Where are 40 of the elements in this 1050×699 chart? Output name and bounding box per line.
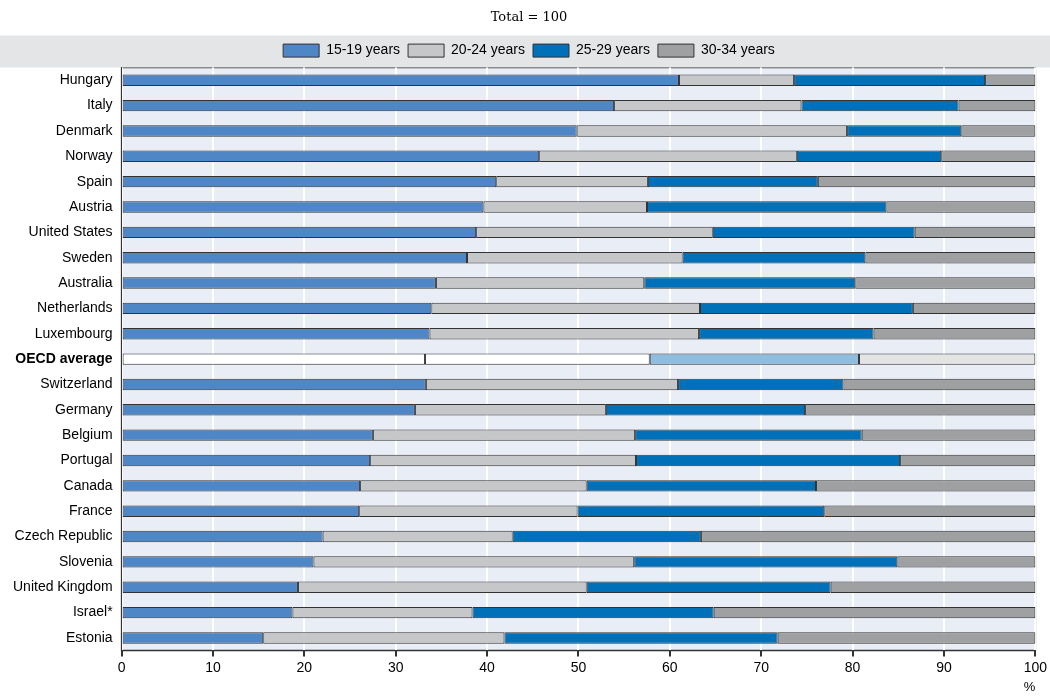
y-tick-label: Spain — [76, 172, 113, 189]
x-tick-label: 0 — [117, 658, 126, 675]
x-tick-label: 30 — [387, 658, 404, 675]
y-tick-label: Denmark — [55, 121, 114, 138]
chart-title: Total = 100 — [490, 9, 568, 25]
y-tick-label: Canada — [63, 476, 113, 493]
x-tick-label: 20 — [296, 658, 313, 675]
legend-label: 30-34 years — [700, 41, 775, 58]
y-tick-label: Belgium — [62, 426, 113, 442]
y-tick-label: OECD average — [15, 349, 113, 366]
y-tick-label: Slovenia — [58, 552, 113, 569]
y-tick-label: Czech Republic — [14, 527, 113, 544]
x-tick-label: 80 — [844, 658, 861, 675]
y-tick-label: Sweden — [62, 248, 113, 265]
x-tick-label: 90 — [936, 658, 952, 675]
x-tick-label: 40 — [479, 658, 496, 675]
x-tick-label: 60 — [662, 658, 678, 675]
y-tick-label: Luxembourg — [34, 324, 113, 341]
y-tick-label: Netherlands — [37, 299, 113, 316]
x-tick-label: 50 — [570, 658, 587, 675]
y-tick-label: Norway — [65, 147, 113, 164]
y-tick-label: Austria — [69, 197, 113, 214]
x-axis-title: % — [1023, 678, 1036, 694]
x-tick-label: 100 — [1023, 658, 1048, 675]
y-tick-label: Australia — [58, 273, 113, 290]
y-tick-label: United States — [28, 223, 113, 240]
y-tick-label: Estonia — [65, 628, 113, 645]
legend-label: 25-29 years — [576, 41, 650, 58]
x-tick-label: 70 — [753, 658, 770, 675]
y-tick-label: Israel* — [72, 603, 114, 620]
legend-label: 20-24 years — [451, 41, 526, 58]
y-tick-label: France — [69, 502, 113, 519]
y-tick-label: Germany — [55, 400, 113, 417]
y-tick-label: Hungary — [59, 71, 113, 88]
y-tick-label: Italy — [86, 96, 113, 113]
y-tick-label: United Kingdom — [12, 578, 113, 595]
x-tick-label: 10 — [205, 658, 221, 675]
y-tick-label: Switzerland — [40, 375, 113, 392]
legend-label: 15-19 years — [326, 41, 401, 58]
y-tick-label: Portugal — [60, 451, 113, 468]
